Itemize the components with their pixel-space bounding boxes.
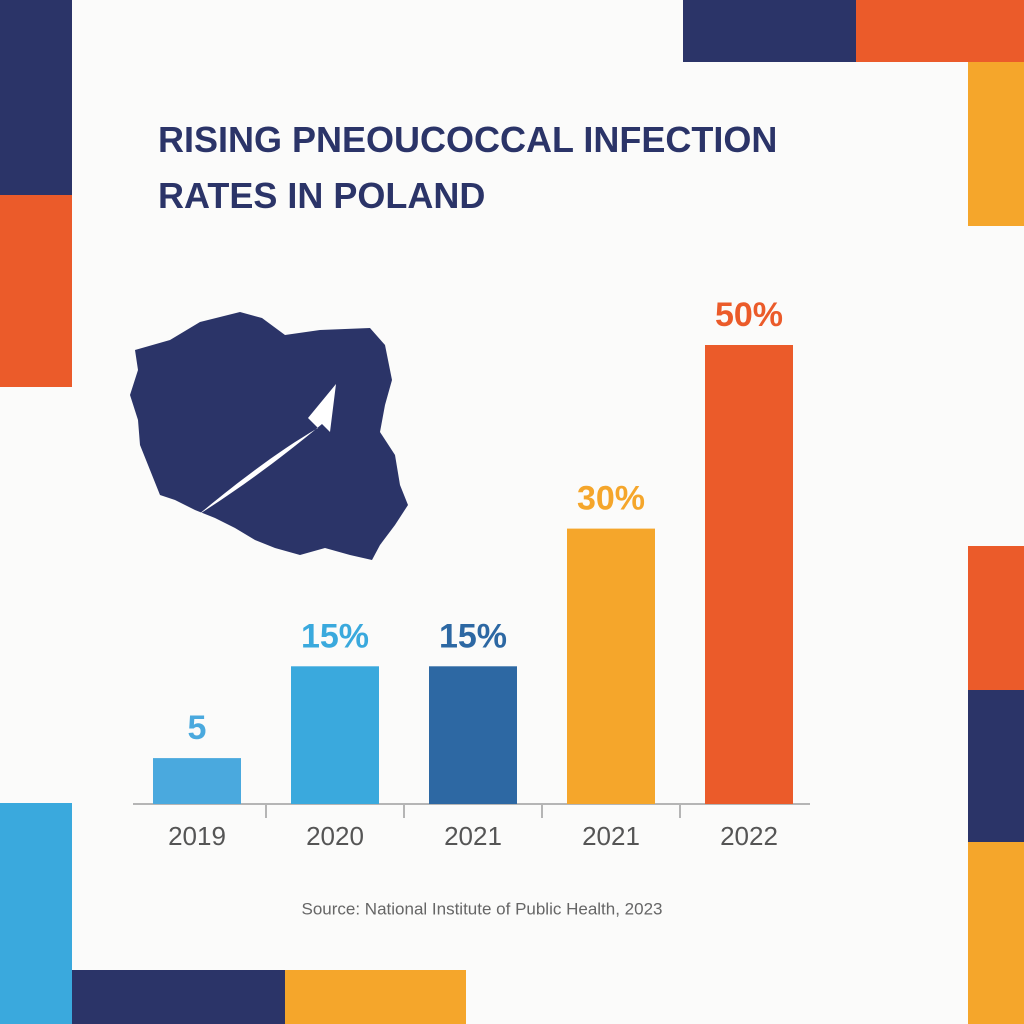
x-tick-label: 2019 bbox=[168, 821, 226, 851]
deco-block bbox=[968, 842, 1024, 1024]
deco-block bbox=[285, 970, 466, 1024]
chart-title: RISING PNEOUCOCCAL INFECTION RATES IN PO… bbox=[158, 119, 778, 216]
source-note: Source: National Institute of Public Hea… bbox=[302, 899, 663, 918]
x-tick-label: 2021 bbox=[444, 821, 502, 851]
value-label: 50% bbox=[715, 296, 783, 334]
x-tick-label: 2022 bbox=[720, 821, 778, 851]
deco-block bbox=[968, 546, 1024, 690]
deco-block bbox=[0, 195, 72, 387]
deco-block bbox=[968, 62, 1024, 226]
deco-block bbox=[0, 0, 72, 195]
bar bbox=[567, 528, 655, 804]
deco-block bbox=[968, 690, 1024, 842]
bar bbox=[705, 345, 793, 804]
value-label: 15% bbox=[301, 617, 369, 655]
deco-block bbox=[683, 0, 856, 62]
poland-map bbox=[130, 312, 408, 560]
bar bbox=[429, 666, 517, 804]
value-label: 30% bbox=[577, 480, 645, 518]
bar bbox=[153, 758, 241, 804]
deco-block bbox=[856, 0, 1024, 62]
x-tick-label: 2021 bbox=[582, 821, 640, 851]
value-label: 5 bbox=[188, 709, 207, 747]
bar bbox=[291, 666, 379, 804]
value-label: 15% bbox=[439, 617, 507, 655]
x-tick-label: 2020 bbox=[306, 821, 364, 851]
deco-block bbox=[72, 970, 285, 1024]
deco-block bbox=[0, 803, 72, 1024]
